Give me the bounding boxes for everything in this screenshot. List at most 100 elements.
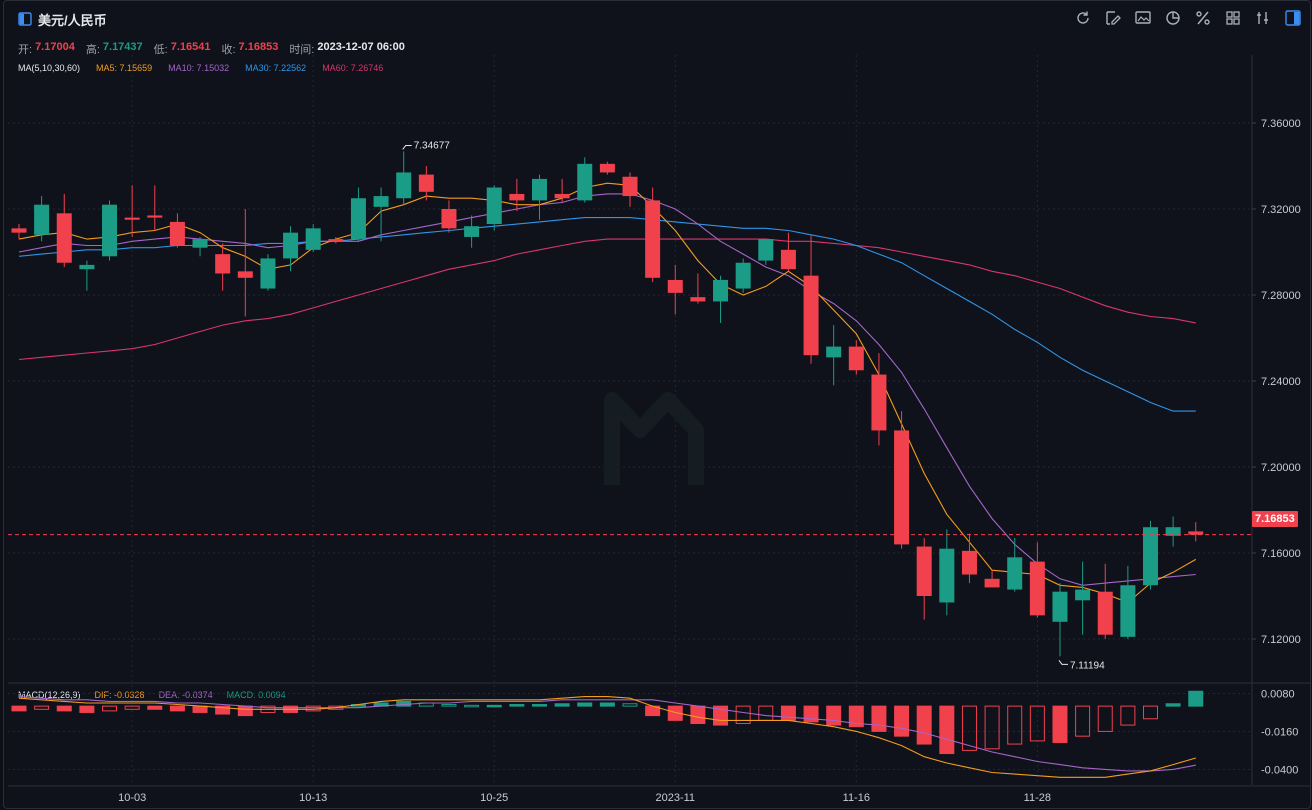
refresh-icon[interactable] — [1074, 9, 1092, 27]
dea-line — [18, 696, 1196, 772]
macd-bar — [1165, 703, 1181, 707]
open-label: 开: — [18, 44, 33, 56]
percent-icon[interactable] — [1194, 9, 1212, 27]
high-label: 高: — [85, 44, 100, 56]
candle-body — [803, 275, 819, 356]
candle-body — [871, 374, 887, 431]
candle-body — [169, 221, 185, 246]
candle-body — [79, 264, 95, 270]
macd-bar — [147, 705, 163, 710]
chart-image-icon[interactable] — [1134, 9, 1152, 27]
candle-body — [826, 346, 842, 358]
macd-bar — [464, 704, 480, 708]
ma-legend: MA(5,10,30,60) MA5: 7.15659 MA10: 7.1503… — [18, 63, 383, 73]
toolbar — [1074, 9, 1302, 27]
candle-body — [645, 200, 661, 278]
time-tick-label: 2023-11 — [655, 792, 695, 804]
macd-bar — [577, 702, 593, 707]
high-value: 7.17437 — [102, 41, 143, 53]
candle-body — [599, 163, 615, 173]
macd-bar — [34, 705, 50, 710]
price-tick-label: 7.20000 — [1261, 462, 1301, 474]
ma10-legend: MA10: 7.15032 — [168, 63, 230, 73]
candle-body — [283, 232, 299, 259]
macd-tick-label: -0.0160 — [1261, 726, 1298, 738]
candle-body — [939, 548, 955, 603]
macd-tick-label: -0.0400 — [1261, 764, 1298, 776]
macd-legend-label: MACD(12,26,9) — [18, 690, 81, 700]
ma5-legend: MA5: 7.15659 — [96, 63, 153, 73]
open-value: 7.17004 — [35, 41, 75, 53]
macd-bar — [1097, 705, 1113, 732]
last-price-tag: 7.16853 — [1252, 511, 1298, 527]
price-tick-label: 7.36000 — [1261, 118, 1301, 130]
candle-body — [192, 239, 208, 248]
macd-bar — [735, 705, 751, 725]
candle-body — [961, 550, 977, 575]
macd-bar — [599, 702, 615, 707]
panel-toggle-icon[interactable] — [1284, 9, 1302, 27]
candle-body — [894, 430, 910, 545]
price-tick-label: 7.16000 — [1261, 548, 1301, 560]
time-label: 时间: — [289, 44, 315, 56]
grid-layout-icon[interactable] — [1224, 9, 1242, 27]
ma30-line — [18, 217, 1196, 412]
macd-bar — [894, 705, 910, 737]
ma60-line — [18, 238, 1196, 361]
candle-body — [418, 174, 434, 192]
low-marker-label: 7.11194 — [1070, 660, 1105, 671]
ma5-line — [18, 182, 1197, 604]
candle-body — [848, 346, 864, 371]
ohlc-readout: 开: 7.17004 高: 7.17437 低: 7.16541 收: 7.16853 … — [18, 41, 416, 57]
dif-legend: DIF: -0.0328 — [94, 690, 145, 700]
low-label: 低: — [153, 44, 168, 56]
candle-body — [1052, 591, 1068, 622]
candle-body — [215, 254, 231, 274]
macd-bar — [1007, 705, 1023, 745]
candle-body — [1120, 585, 1136, 637]
high-marker-label: 7.34677 — [414, 140, 451, 151]
sidebar-toggle-icon[interactable] — [18, 12, 32, 26]
macd-bar — [11, 705, 27, 712]
macd-value-legend: MACD: 0.0094 — [226, 690, 286, 700]
macd-bar — [803, 705, 819, 723]
candle-body — [350, 198, 366, 240]
dif-line — [18, 696, 1196, 778]
draw-tool-icon[interactable] — [1104, 9, 1122, 27]
low-value: 7.16541 — [170, 41, 211, 53]
macd-bar — [1075, 705, 1091, 737]
ma30-legend: MA30: 7.22562 — [245, 63, 307, 73]
pie-chart-icon[interactable] — [1164, 9, 1182, 27]
candle-body — [1165, 527, 1181, 536]
candle-body — [577, 163, 593, 201]
candle-body — [373, 196, 389, 207]
candle-body — [441, 209, 457, 229]
title-bar: 美元/人民币 — [18, 10, 107, 28]
macd-bar — [826, 705, 842, 726]
macd-bar — [509, 704, 525, 707]
macd-bar — [192, 705, 208, 713]
macd-bar — [758, 705, 774, 721]
macd-tick-label: 0.0080 — [1261, 688, 1295, 700]
candle-body — [916, 546, 932, 596]
macd-bar — [486, 704, 502, 708]
macd-bar — [916, 705, 932, 745]
candle-body — [237, 271, 253, 278]
macd-bar — [984, 705, 1000, 750]
macd-bar — [1143, 705, 1158, 720]
macd-bar — [56, 705, 72, 712]
candle-body — [11, 228, 27, 233]
macd-bar — [124, 705, 140, 710]
candle-body — [690, 297, 706, 302]
ma10-line — [18, 193, 1196, 586]
candle-body — [1188, 531, 1204, 535]
candle-body — [758, 239, 774, 261]
candle-body — [147, 215, 163, 218]
time-value: 2023-12-07 06:00 — [317, 41, 405, 53]
macd-bar — [554, 703, 570, 707]
candle-body — [1007, 557, 1023, 590]
indicator-icon[interactable] — [1254, 9, 1272, 27]
macd-bar — [871, 705, 887, 732]
time-tick-label: 10-25 — [480, 792, 508, 804]
